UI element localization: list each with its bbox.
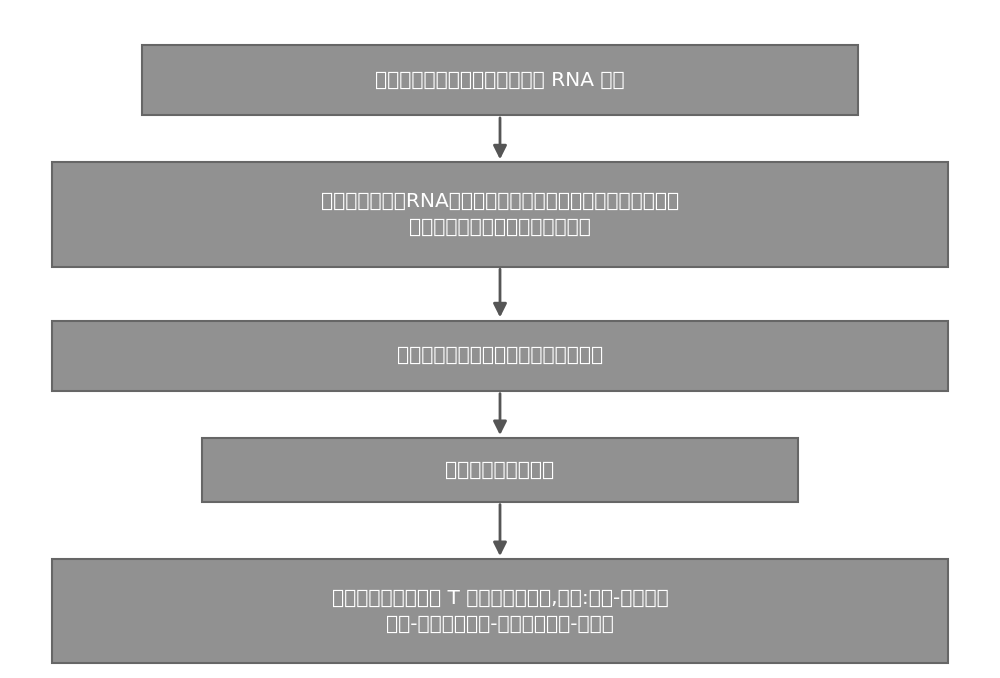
Text: 分为：免疫功能型与免疫无功能型: 分为：免疫功能型与免疫无功能型 (409, 218, 591, 237)
FancyBboxPatch shape (52, 559, 948, 664)
Text: 患者数据收集处理及长链非编码 RNA 筛选: 患者数据收集处理及长链非编码 RNA 筛选 (375, 71, 625, 89)
FancyBboxPatch shape (52, 321, 948, 391)
Text: 免疫-驱逐型、免疫-失调型及免疫-沙漠型: 免疫-驱逐型、免疫-失调型及免疫-沙漠型 (386, 615, 614, 634)
Text: 在泛瘤肿中验证分型: 在泛瘤肿中验证分型 (445, 460, 555, 479)
FancyBboxPatch shape (142, 45, 858, 115)
Text: 通过免疫分子分析研究两组微环境差别: 通过免疫分子分析研究两组微环境差别 (397, 346, 603, 365)
Text: 进一步联合细胞毒性 T 淋巴细胞表达量,分为:免疫-激活型、: 进一步联合细胞毒性 T 淋巴细胞表达量,分为:免疫-激活型、 (332, 589, 668, 608)
FancyBboxPatch shape (52, 163, 948, 266)
FancyBboxPatch shape (202, 438, 798, 502)
Text: 基于长链非编码RNA的自动化分层聚类分析及组间生存曲线差别: 基于长链非编码RNA的自动化分层聚类分析及组间生存曲线差别 (321, 193, 679, 212)
